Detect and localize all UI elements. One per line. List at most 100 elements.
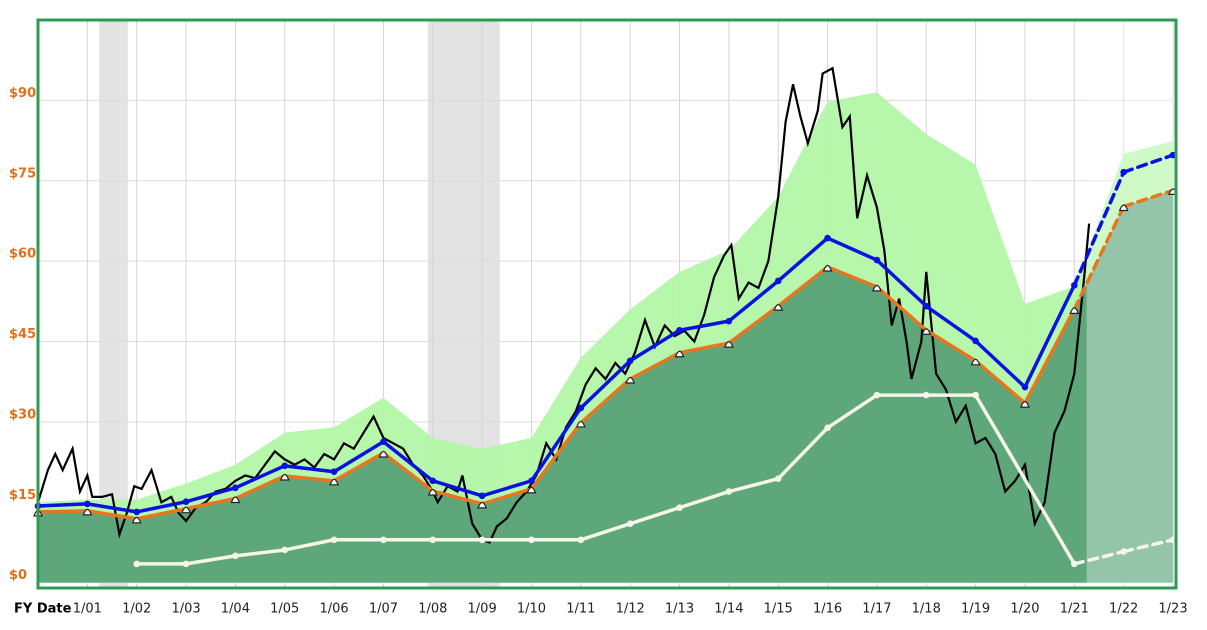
series-segment [677,489,731,510]
point-marker [674,350,685,358]
point-marker [528,536,535,544]
point-marker [676,504,683,511]
point-marker [133,508,140,516]
point-marker [725,317,733,325]
series-segment [776,265,830,308]
series-segment [1121,538,1175,554]
point-marker [232,484,239,492]
x-tick-label: 1/05 [270,602,299,617]
x-tick-label: 1/17 [862,602,891,617]
point-marker [773,304,784,311]
point-marker [429,536,437,544]
x-tick-label: 1/20 [1010,602,1039,617]
series-segment [381,451,435,493]
point-marker [577,404,585,412]
series-segment [233,474,287,501]
series-segment [480,487,534,506]
point-marker [378,450,389,458]
point-marker [380,438,387,446]
value-band [38,190,1173,583]
point-marker [526,486,537,494]
series-segment [1023,307,1077,405]
x-tick-label: 1/09 [468,602,497,617]
point-marker [577,536,585,544]
point-marker [182,560,190,568]
series-segment [431,489,484,506]
point-marker [625,376,636,384]
series-segment [85,502,139,514]
x-tick-label: 1/22 [1109,602,1138,617]
point-marker [873,256,881,264]
plot-border [36,18,1178,590]
point-marker [626,357,634,365]
series-segment [36,502,90,508]
point-marker [84,500,91,508]
point-marker [873,391,881,399]
point-marker [972,391,979,399]
series-segment [480,479,534,498]
series-segment [628,328,682,363]
y-tick-label: $0 [9,568,27,583]
point-marker [626,520,634,527]
series-segment [1121,188,1175,209]
series-segment [233,548,287,558]
projection-shade [1086,20,1173,588]
series-segment [875,258,929,308]
series-segment [529,421,583,491]
point-marker [429,477,437,485]
point-marker [922,391,930,399]
point-marker [133,560,140,568]
series-segment [1121,153,1175,174]
series-segment [628,351,682,381]
series-segment [677,341,731,355]
point-marker [330,468,338,476]
series-segment [184,496,238,511]
x-tick-label: 1/21 [1060,602,1089,617]
series-segment [924,304,978,343]
series-segment [282,538,336,552]
point-marker [725,488,733,495]
series-segment [332,439,386,474]
series-segment [677,319,731,333]
point-marker [477,501,487,509]
point-marker [82,508,93,516]
point-marker [1021,383,1029,391]
series-segment [1072,170,1126,287]
x-tick-label: 1/06 [319,602,348,617]
series-segment [282,464,336,474]
point-marker [774,475,782,482]
point-marker [922,302,930,310]
point-marker [281,462,289,470]
point-marker [872,284,882,292]
recession-band [99,20,128,588]
series-segment [85,509,139,521]
point-marker [676,326,683,334]
y-tick-label: $60 [9,247,36,262]
point-marker [478,536,486,544]
series-segment [381,439,435,483]
point-marker [824,424,831,432]
y-tick-label: $15 [9,488,36,503]
series-segment [134,506,188,521]
series-segment [431,479,484,498]
x-tick-label: 1/19 [961,602,990,617]
point-marker [182,498,190,506]
series-segment [924,328,978,363]
series-segment [825,265,879,289]
point-marker [1120,548,1127,555]
y-tick-label: $30 [9,407,36,422]
x-tick-label: 1/02 [122,602,151,617]
point-marker [330,536,338,544]
point-marker [232,552,239,560]
series-segment [875,285,929,333]
series-segment [1072,549,1126,566]
series-segment [973,339,1027,389]
x-axis-label: FY Date [14,602,72,617]
point-marker [427,488,438,496]
series-segment [727,279,780,323]
x-tick-label: 1/18 [912,602,941,617]
series-segment [1072,204,1126,312]
series-segment [579,521,632,542]
y-tick-label: $90 [9,86,36,101]
